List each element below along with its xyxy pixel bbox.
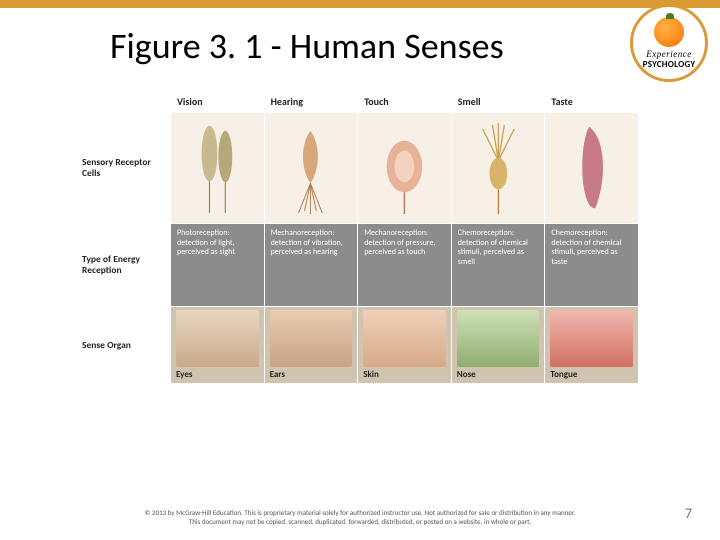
reception-cell: Chemoreception: detection of chemical st… bbox=[452, 224, 545, 306]
organ-image-skin bbox=[363, 310, 446, 367]
organ-cell: Nose bbox=[452, 307, 545, 383]
row-label: Type of Energy Reception bbox=[82, 224, 170, 306]
col-header: Hearing bbox=[265, 90, 358, 112]
organ-label: Nose bbox=[457, 369, 540, 380]
reception-cell: Mechanoreception: detection of vibration… bbox=[265, 224, 358, 306]
organ-image-nose bbox=[457, 310, 540, 367]
receptor-cell-touch bbox=[358, 113, 451, 223]
organ-image-tongue bbox=[550, 310, 633, 367]
organ-label: Ears bbox=[270, 369, 353, 380]
organ-cell: Skin bbox=[358, 307, 451, 383]
reception-cell: Mechanoreception: detection of pressure,… bbox=[358, 224, 451, 306]
senses-table: Vision Hearing Touch Smell Taste Sensory… bbox=[82, 90, 638, 383]
corner-cell bbox=[82, 90, 170, 112]
col-header: Taste bbox=[545, 90, 638, 112]
organ-cell: Ears bbox=[265, 307, 358, 383]
col-header: Vision bbox=[171, 90, 264, 112]
col-header: Touch bbox=[358, 90, 451, 112]
receptor-cell-smell bbox=[452, 113, 545, 223]
logo-line1: Experience bbox=[646, 49, 691, 59]
accent-bar bbox=[0, 0, 720, 8]
row-label: Sense Organ bbox=[82, 307, 170, 383]
organ-cell: Eyes bbox=[171, 307, 264, 383]
organ-label: Tongue bbox=[550, 369, 633, 380]
col-header: Smell bbox=[452, 90, 545, 112]
brand-logo: Experience PSYCHOLOGY bbox=[630, 4, 708, 82]
organ-label: Eyes bbox=[176, 369, 259, 380]
organ-label: Skin bbox=[363, 369, 446, 380]
reception-cell: Chemoreception: detection of chemical st… bbox=[545, 224, 638, 306]
receptor-cell-taste bbox=[545, 113, 638, 223]
receptor-cell-vision bbox=[171, 113, 264, 223]
logo-line2: PSYCHOLOGY bbox=[643, 59, 696, 70]
copyright-text: © 2013 by McGraw-Hill Education. This is… bbox=[140, 509, 580, 526]
receptor-cell-hearing bbox=[265, 113, 358, 223]
reception-cell: Photoreception: detection of light, perc… bbox=[171, 224, 264, 306]
page-number: 7 bbox=[685, 505, 692, 522]
row-label: Sensory Receptor Cells bbox=[82, 113, 170, 223]
organ-image-eyes bbox=[176, 310, 259, 367]
orange-icon bbox=[654, 17, 684, 47]
figure-title: Figure 3. 1 - Human Senses bbox=[110, 24, 504, 68]
organ-image-ears bbox=[270, 310, 353, 367]
organ-cell: Tongue bbox=[545, 307, 638, 383]
